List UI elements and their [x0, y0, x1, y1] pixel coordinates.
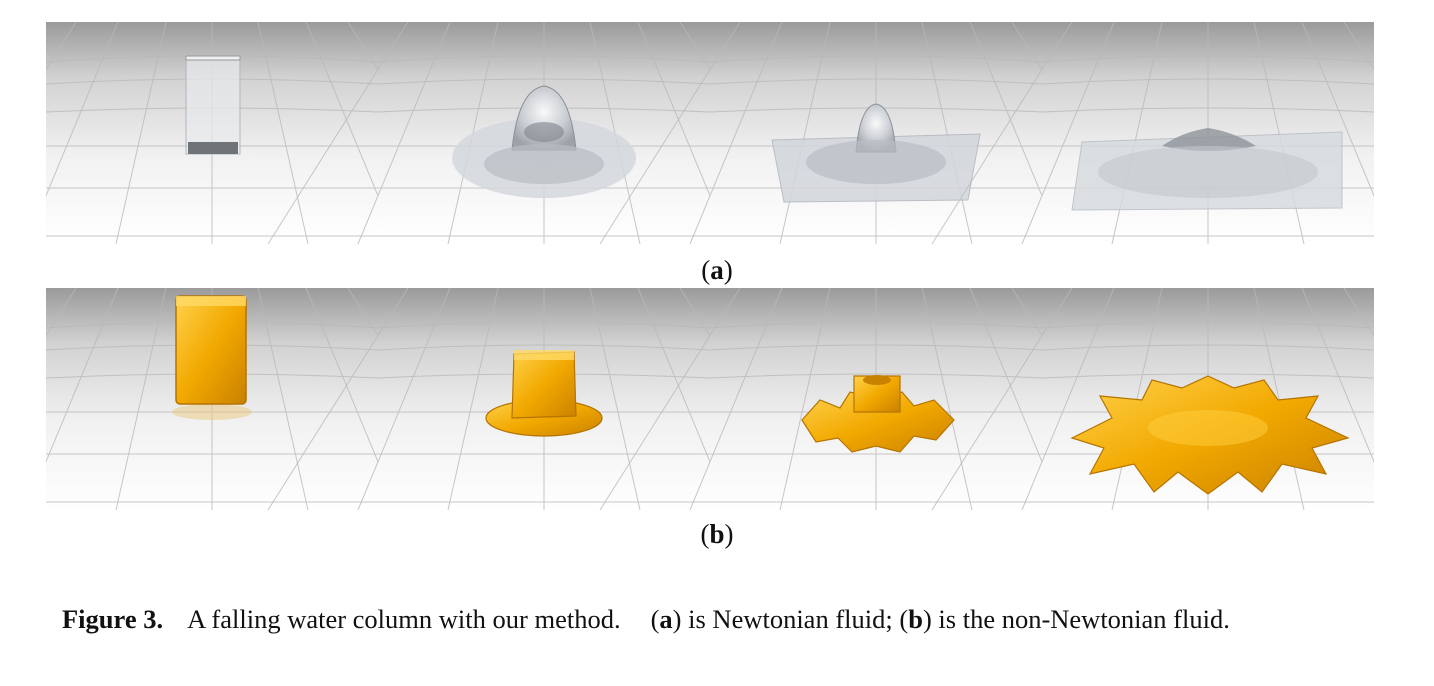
panel-a-frame-1 — [46, 22, 489, 244]
panel-a-frame-4 — [931, 22, 1374, 244]
panel-a-image — [46, 22, 1374, 244]
panel-b-image — [46, 288, 1374, 510]
figure-label: Figure 3. — [62, 604, 164, 634]
panel-a-frame-2 — [267, 22, 821, 244]
figure-panel-a — [46, 22, 1374, 244]
caption-part-b-text: is the non-Newtonian fluid. — [938, 604, 1230, 634]
caption-part-b-label: b — [908, 604, 923, 634]
caption-part-a-label: a — [659, 604, 673, 634]
figure-caption: Figure 3. A falling water column with our… — [62, 604, 1230, 634]
figure-panel-b — [46, 288, 1374, 510]
caption-part-a-text: is Newtonian fluid; — [688, 604, 893, 634]
panel-b-frame-4 — [931, 288, 1374, 510]
panel-b-frame-1 — [46, 288, 489, 510]
panel-b-label: (b) — [700, 519, 734, 549]
panel-b-frame-2 — [267, 288, 821, 510]
panel-a-label: (a) — [701, 255, 733, 285]
caption-sentence: A falling water column with our method. — [187, 604, 621, 634]
panel-a-frame-3 — [599, 22, 1153, 244]
panel-b-frame-3 — [599, 288, 1153, 510]
